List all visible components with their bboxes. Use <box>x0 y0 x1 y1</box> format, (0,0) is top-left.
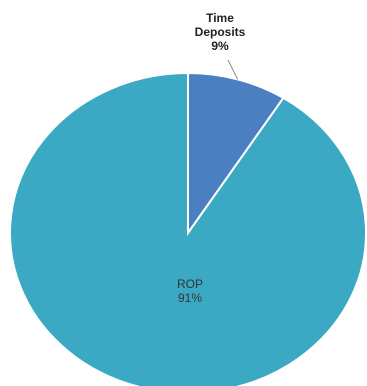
slice-value-time-deposits: 9% <box>211 39 229 53</box>
slice-label-rop: ROP <box>177 277 203 291</box>
pie-slice-rop <box>9 71 367 386</box>
slice-value-rop: 91% <box>178 291 202 305</box>
slice-label-time-deposits-line-1: Time <box>206 11 234 25</box>
pie-slices <box>9 71 367 386</box>
slice-label-time-deposits-line-2: Deposits <box>195 25 246 39</box>
leader-line-time-deposits <box>227 59 239 80</box>
